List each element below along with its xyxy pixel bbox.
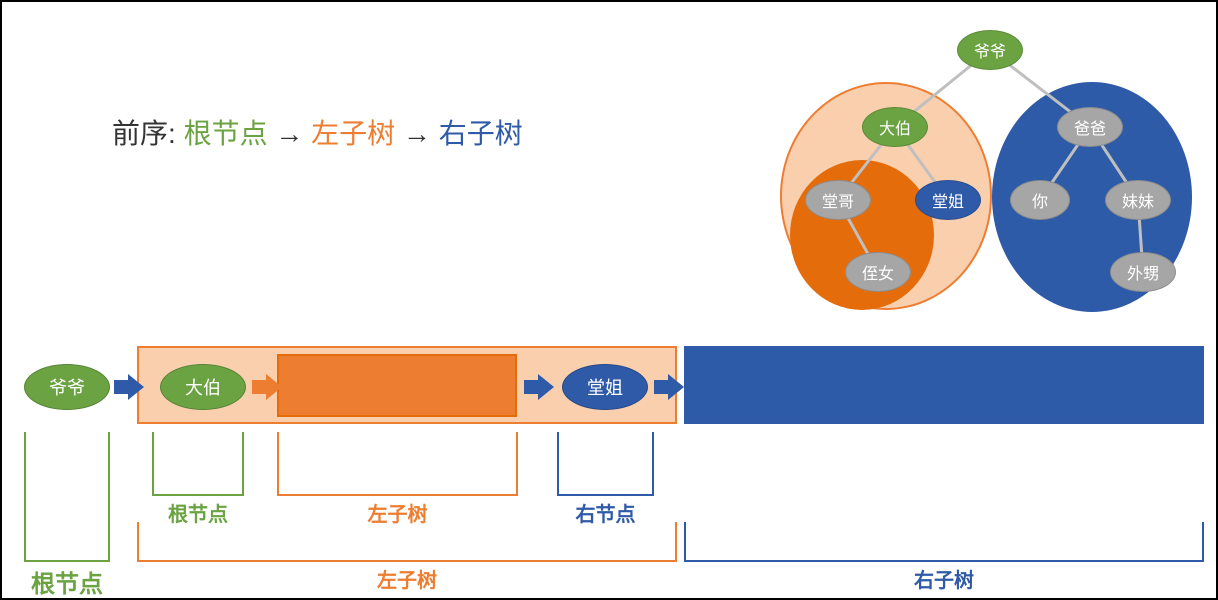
seq-right-subtree-box [684,346,1204,424]
bracket-label-5: 右子树 [684,564,1204,593]
tree-node-tangjie: 堂姐 [915,180,981,220]
seq-left-inner-box [277,354,517,417]
bracket-4 [137,522,677,562]
tree-node-waisheng: 外甥 [1110,252,1176,292]
tree-node-meimei: 妹妹 [1105,180,1171,220]
seq-arrow-3-body [654,380,668,394]
bracket-0 [24,432,110,562]
seq-arrow-1-head [266,374,282,400]
tree-node-baba: 爸爸 [1057,107,1123,147]
tree-edges [2,2,1218,322]
tree-node-yeye: 爷爷 [957,30,1023,70]
seq-node-dabo: 大伯 [160,364,246,410]
diagram-canvas: 前序: 根节点 → 左子树 → 右子树爷爷大伯爸爸堂哥堂姐你妹妹侄女外甥爷爷大伯… [0,0,1218,600]
seq-node-tangjie: 堂姐 [562,364,648,410]
seq-node-yeye: 爷爷 [24,364,110,410]
tree-node-ni: 你 [1010,180,1070,220]
bracket-label-4: 左子树 [137,564,677,593]
seq-arrow-0-head [128,374,144,400]
tree-node-dabo: 大伯 [862,107,928,147]
tree-node-zhinv: 侄女 [845,252,911,292]
bracket-5 [684,522,1204,562]
seq-arrow-0-body [114,380,128,394]
seq-arrow-1-body [252,380,266,394]
bracket-2 [277,432,518,496]
bracket-3 [557,432,654,496]
tree-node-tangge: 堂哥 [805,180,871,220]
bracket-1 [152,432,244,496]
seq-arrow-2-body [524,380,538,394]
bracket-label-0: 根节点 [24,564,110,599]
seq-arrow-3-head [668,374,684,400]
seq-arrow-2-head [538,374,554,400]
